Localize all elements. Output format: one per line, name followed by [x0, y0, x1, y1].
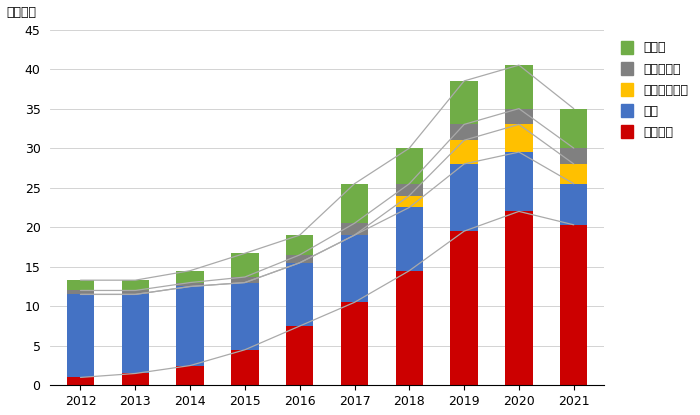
Bar — [450, 124, 478, 140]
Bar — [505, 109, 533, 124]
Bar — [286, 326, 314, 386]
Bar — [505, 65, 533, 109]
Bar — [341, 235, 368, 302]
Bar — [66, 290, 94, 294]
Bar — [505, 124, 533, 152]
Bar — [231, 277, 258, 283]
Bar — [560, 184, 587, 225]
Bar — [176, 283, 204, 286]
Bar — [560, 225, 587, 386]
Bar — [122, 294, 149, 374]
Bar — [395, 271, 423, 386]
Bar — [560, 164, 587, 184]
Bar — [395, 195, 423, 208]
Bar — [395, 148, 423, 184]
Bar — [66, 377, 94, 386]
Bar — [450, 81, 478, 124]
Bar — [560, 148, 587, 164]
Bar — [122, 280, 149, 290]
Bar — [176, 366, 204, 386]
Legend: その他, フィリピン, インドネシア, 中国, ベトナム: その他, フィリピン, インドネシア, 中国, ベトナム — [616, 36, 693, 144]
Bar — [286, 235, 314, 255]
Bar — [341, 223, 368, 235]
Bar — [66, 280, 94, 290]
Bar — [286, 255, 314, 263]
Bar — [450, 164, 478, 231]
Bar — [231, 350, 258, 386]
Bar — [560, 109, 587, 148]
Text: （万人）: （万人） — [6, 6, 36, 19]
Bar — [505, 211, 533, 386]
Bar — [122, 374, 149, 386]
Bar — [341, 302, 368, 386]
Bar — [450, 140, 478, 164]
Bar — [286, 263, 314, 326]
Bar — [231, 253, 258, 277]
Bar — [450, 231, 478, 386]
Bar — [395, 208, 423, 271]
Bar — [122, 290, 149, 294]
Bar — [176, 271, 204, 283]
Bar — [341, 184, 368, 223]
Bar — [395, 184, 423, 195]
Bar — [231, 283, 258, 350]
Bar — [505, 152, 533, 211]
Bar — [66, 294, 94, 377]
Bar — [176, 286, 204, 366]
